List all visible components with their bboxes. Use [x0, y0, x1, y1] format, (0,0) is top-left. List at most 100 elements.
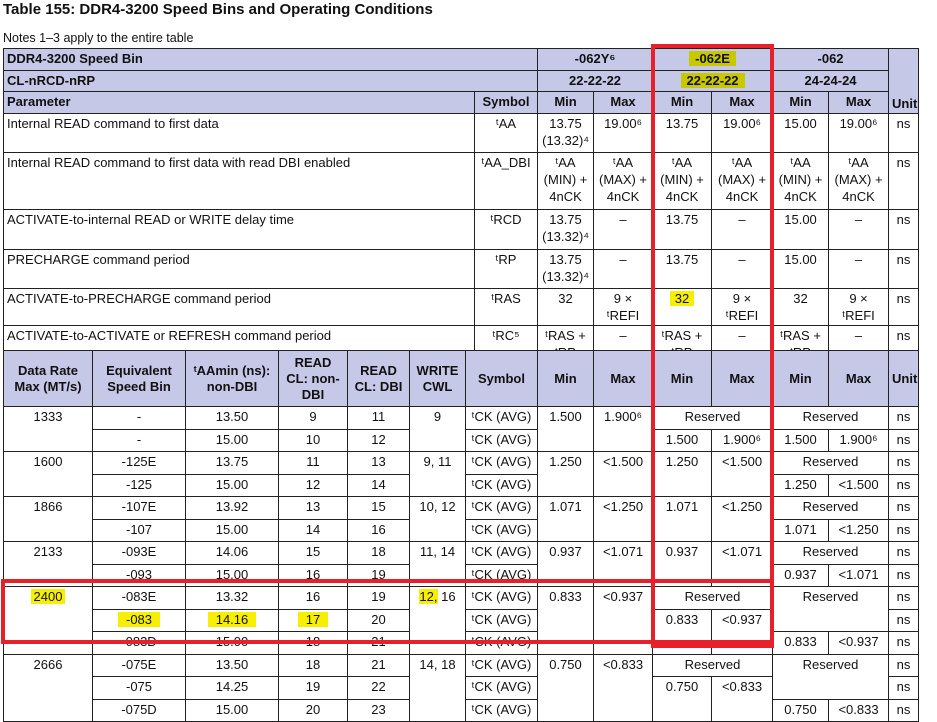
bin-cell: -125 — [92, 473, 186, 497]
dbi-cell: 19 — [347, 563, 410, 587]
symbol-cell: ᵗRP — [473, 249, 539, 289]
min-cell: 0.833 — [537, 586, 594, 655]
unit-cell: ns — [888, 406, 919, 430]
unit-cell: ns — [888, 113, 920, 153]
write-cwl-cell: 11, 14 — [409, 541, 466, 587]
min-cell: 1.071 — [652, 496, 712, 542]
unit-cell: ns — [888, 496, 919, 520]
unit-cell: ns — [888, 653, 919, 677]
taa-value: 13.50 — [215, 409, 249, 424]
column-header: Equivalent Speed Bin — [92, 350, 186, 407]
bin-cell: -075D — [92, 698, 186, 722]
symbol-cell: ᵗAA — [473, 113, 539, 153]
reserved-cell: Reserved — [772, 451, 889, 475]
min-cell: 0.937 — [772, 563, 829, 587]
cl-cell: 16 — [278, 586, 348, 610]
bin-cell: -093E — [92, 541, 186, 565]
value-cell: ᵗAA (MIN) + 4nCK — [652, 152, 713, 210]
taa-value: 15.00 — [215, 521, 249, 537]
taa-value: 15.00 — [215, 634, 249, 649]
table-notes: Notes 1–3 apply to the entire table — [3, 31, 194, 45]
taa-value: 13.32 — [215, 589, 249, 604]
cl-header: CL-nRCD-nRP — [2, 70, 539, 92]
max-cell: <0.833 — [828, 698, 889, 722]
dbi-cell: 14 — [347, 473, 410, 497]
symbol-cell: ᵗCK (AVG) — [465, 428, 538, 452]
dbi-cell: 22 — [347, 676, 410, 700]
unit-cell: ns — [888, 451, 919, 475]
cl-value: 18 — [305, 656, 321, 672]
dbi-cell: 13 — [347, 451, 410, 475]
max-cell: <0.937 — [593, 586, 653, 655]
taa-cell: 15.00 — [185, 698, 279, 722]
bin-value: -093 — [125, 566, 153, 582]
unit-cell: ns — [888, 586, 919, 610]
speed-bin-parameters-table: DDR4-3200 Speed Bin -062Y⁶ -062E -062 Un… — [2, 48, 920, 366]
dbi-value: 14 — [371, 476, 386, 492]
bin-header-062y: -062Y⁶ — [537, 48, 654, 71]
symbol-cell: ᵗRCD — [473, 209, 539, 250]
cl-value: 9 — [309, 409, 317, 424]
parameter-header: Parameter — [3, 91, 475, 114]
min-header: Min — [772, 91, 830, 114]
table-row: 2133 -093E 14.06 15 18 11, 14 ᵗCK (AVG) 0.937 <1… — [3, 541, 919, 587]
write-cwl-cell: 9, 11 — [409, 451, 466, 497]
unit-cell: ns — [888, 152, 920, 210]
column-header: Data Rate Max (MT/s) — [3, 350, 93, 407]
data-rate-value: 2400 — [30, 589, 66, 604]
cl-062e: 22-22-22 — [652, 70, 774, 92]
min-cell: 0.937 — [537, 541, 594, 587]
symbol-cell: ᵗCK (AVG) — [465, 451, 538, 475]
taa-cell: 13.32 — [185, 586, 279, 610]
max-cell: <1.250 — [711, 496, 773, 542]
bin-value: -075 — [125, 679, 153, 694]
bin-cell: -107E — [92, 496, 186, 520]
value-cell: – — [711, 249, 774, 289]
value-cell: 15.00 — [772, 113, 830, 153]
bin-cell: -107 — [92, 518, 186, 542]
dbi-value: 22 — [371, 679, 386, 694]
taa-value: 13.50 — [215, 656, 249, 672]
min-cell: 1.250 — [537, 451, 594, 497]
taa-cell: 14.16 — [185, 608, 279, 632]
unit-cell: ns — [888, 209, 920, 250]
max-cell: <1.071 — [828, 563, 889, 587]
taa-cell: 15.00 — [185, 473, 279, 497]
value-cell: 32 — [772, 288, 830, 326]
bin-value: -083E — [121, 589, 157, 604]
dbi-value: 21 — [371, 634, 386, 649]
value-cell: 13.75 (13.32)⁴ — [537, 249, 595, 289]
reserved-cell: Reserved — [772, 653, 889, 700]
value-cell: 32 — [537, 288, 595, 326]
unit-cell: ns — [888, 676, 919, 700]
table-row: Internal READ command to first data with… — [3, 152, 920, 210]
table-row: -083 14.16 17 20 ᵗCK (AVG) 0.833 <0.937 ns — [4, 608, 919, 655]
max-cell: <1.500 — [711, 451, 773, 497]
table-row: 1866 -107E 13.92 13 15 10, 12 ᵗCK (AVG) 1.071 <1… — [3, 496, 919, 542]
table-row: Internal READ command to first data ᵗAA 13… — [3, 113, 920, 153]
reserved-cell: Reserved — [772, 406, 889, 430]
bin-cell: -083D — [92, 631, 186, 655]
unit-cell: ns — [888, 608, 919, 632]
symbol-cell: ᵗCK (AVG) — [465, 653, 538, 677]
min-cell: 0.750 — [537, 653, 594, 722]
cl-value: 20 — [305, 701, 321, 717]
max-cell: <1.500 — [593, 451, 653, 497]
bin-value: -107E — [121, 499, 157, 514]
bin-cell: -125E — [92, 451, 186, 475]
max-cell: <0.833 — [593, 653, 653, 722]
dbi-cell: 23 — [347, 698, 410, 722]
dbi-cell: 21 — [347, 653, 410, 677]
symbol-cell: ᵗCK (AVG) — [465, 518, 538, 542]
bin-value: -125 — [125, 476, 153, 492]
max-cell: <1.500 — [828, 473, 889, 497]
dbi-value: 23 — [371, 701, 386, 717]
min-cell: 1.500 — [537, 406, 594, 452]
symbol-cell: ᵗAA_DBI — [473, 152, 539, 210]
min-cell: 1.250 — [772, 473, 829, 497]
cl-cell: 17 — [278, 608, 348, 632]
dbi-value: 11 — [371, 409, 386, 424]
reserved-cell: Reserved — [772, 496, 889, 520]
parameter-cell: Internal READ command to first data with… — [3, 152, 475, 210]
table-row: -15.00 10 12 ᵗCK (AVG) 1.500 1.900⁶ 1.500 1.900… — [4, 428, 919, 452]
